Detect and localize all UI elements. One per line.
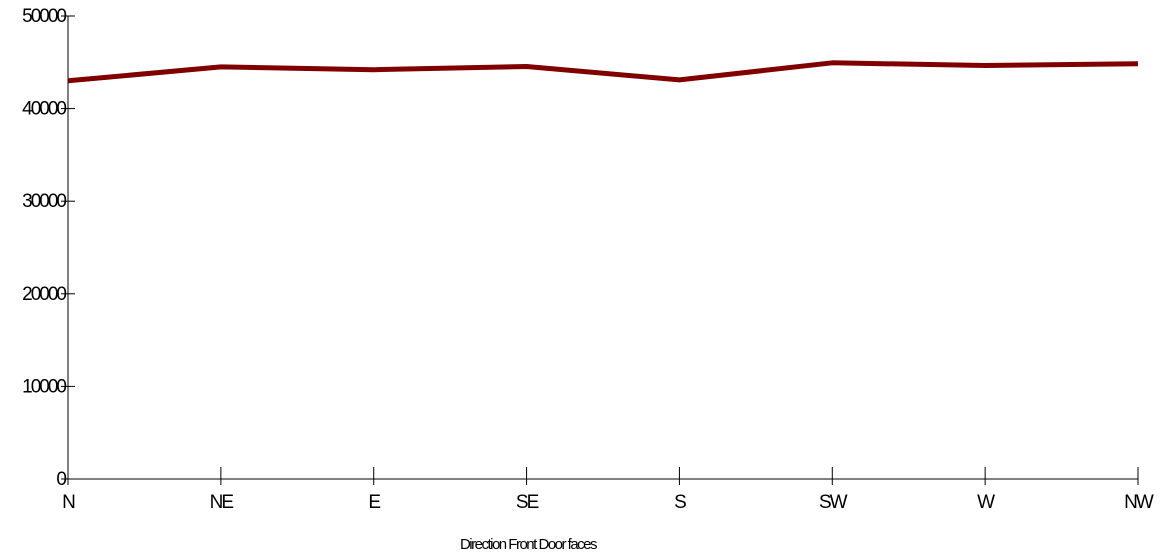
x-tick-label: S [674, 492, 686, 513]
axes [67, 16, 1138, 480]
x-tick-label: NE [210, 492, 234, 513]
x-tick-label: SE [516, 492, 539, 513]
y-tick-label: 0 [56, 469, 66, 490]
x-axis-title: Direction Front Door faces [460, 536, 597, 552]
y-tick-label: 20000 [22, 284, 66, 305]
y-tick-label: 30000 [22, 191, 66, 212]
x-tick-label: E [368, 492, 380, 513]
y-tick-label: 40000 [22, 99, 66, 120]
x-tick-label: NW [1124, 492, 1154, 513]
ticks: 0 10000 20000 30000 40000 50000 N NE E SE S SW W NW [22, 6, 1156, 513]
series-layer [67, 60, 1139, 84]
x-tick-label: SW [819, 492, 848, 513]
x-tick-label: N [62, 492, 75, 513]
series-line [67, 60, 1139, 84]
y-tick-label: 50000 [22, 6, 66, 27]
y-tick-label: 10000 [22, 376, 66, 397]
x-tick-label: W [977, 492, 995, 513]
